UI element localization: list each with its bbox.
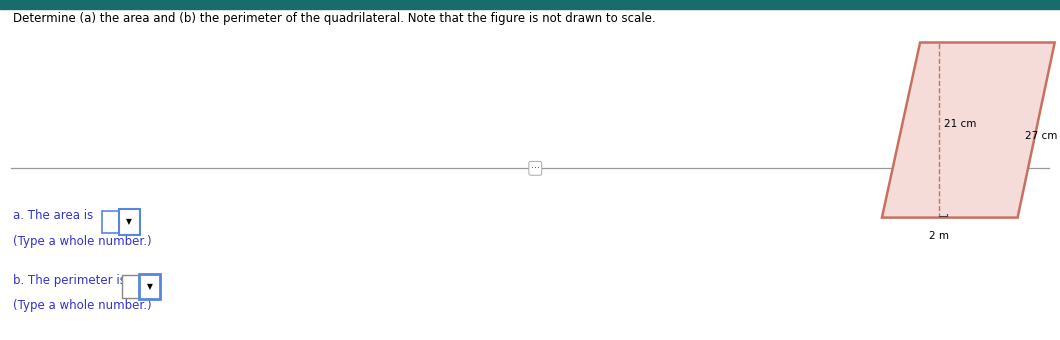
Bar [102, 211, 119, 233]
Text: (Type a whole number.): (Type a whole number.) [13, 235, 152, 248]
Bar [0, 0, 1060, 8]
Text: 2 m: 2 m [930, 231, 949, 241]
Bar [122, 275, 139, 298]
Polygon shape [882, 42, 1055, 218]
Bar [139, 274, 160, 299]
Text: ▼: ▼ [146, 282, 153, 291]
Text: (Type a whole number.): (Type a whole number.) [13, 299, 152, 312]
Text: Determine (a) the area and (b) the perimeter of the quadrilateral. Note that the: Determine (a) the area and (b) the perim… [13, 12, 655, 25]
Text: a. The area is: a. The area is [13, 209, 93, 222]
Text: ···: ··· [531, 163, 540, 173]
Text: 27 cm: 27 cm [1025, 131, 1058, 141]
Text: b. The perimeter is: b. The perimeter is [13, 274, 125, 287]
Bar [119, 209, 140, 235]
Text: ▼: ▼ [126, 217, 132, 226]
Text: 21 cm: 21 cm [944, 119, 977, 129]
